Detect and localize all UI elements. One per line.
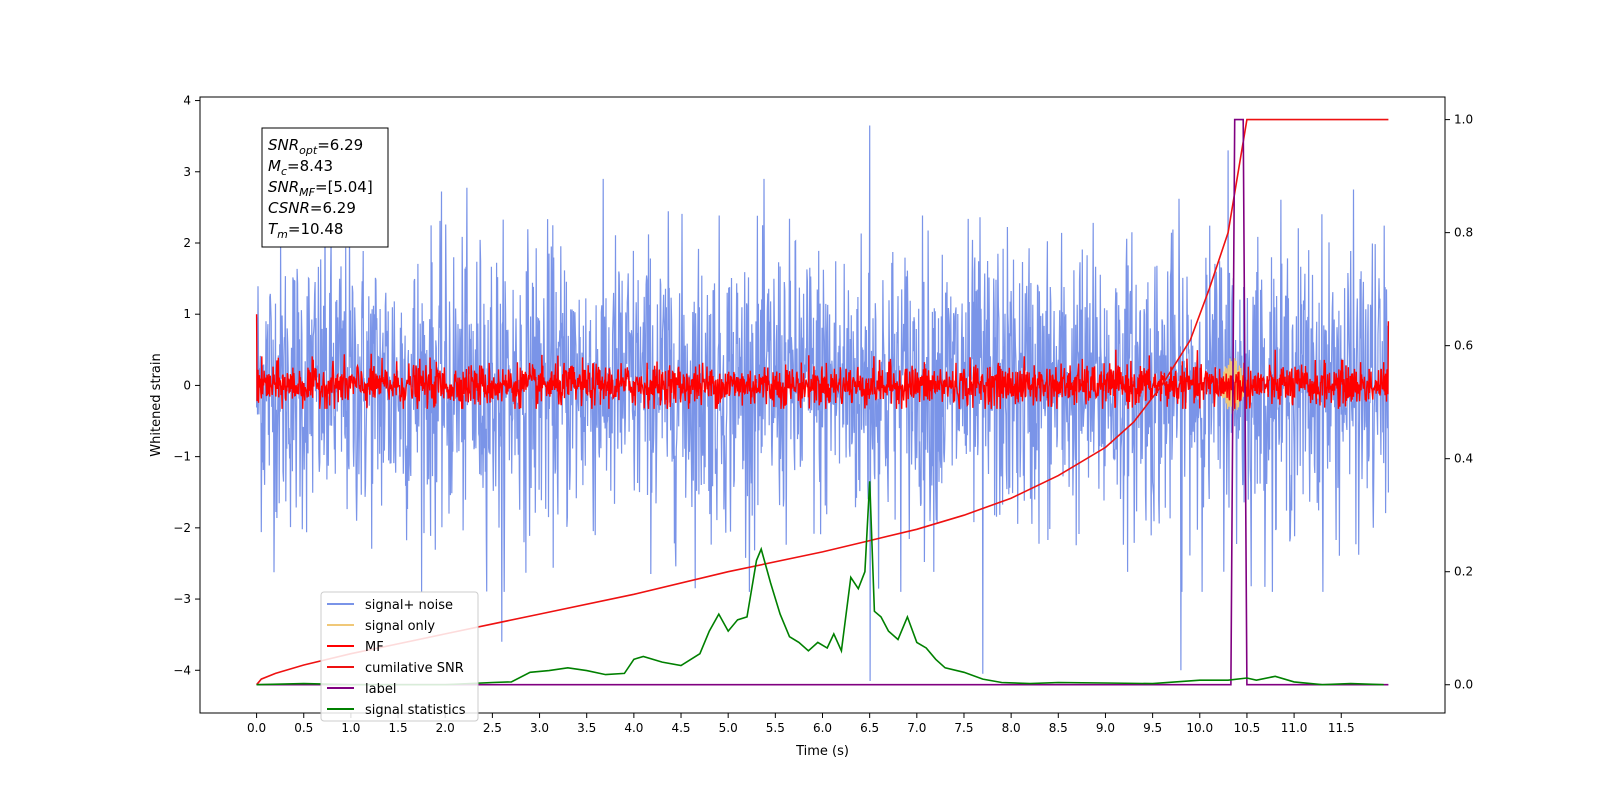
x-tick-label: 1.5 xyxy=(389,721,408,735)
annotation-line: Tm=10.48 xyxy=(268,220,343,241)
x-tick-label: 0.0 xyxy=(247,721,266,735)
x-tick-label: 10.0 xyxy=(1186,721,1213,735)
y2-tick-label: 0.4 xyxy=(1454,452,1473,466)
annotation-line: SNRMF=[5.04] xyxy=(268,178,373,199)
series-mf-line xyxy=(255,314,1390,409)
x-tick-label: 8.0 xyxy=(1002,721,1021,735)
y2-tick-label: 0.6 xyxy=(1454,339,1473,353)
y2-tick-label: 1.0 xyxy=(1454,113,1473,127)
x-tick-label: 10.5 xyxy=(1234,721,1261,735)
x-tick-label: 7.0 xyxy=(907,721,926,735)
x-tick-label: 0.5 xyxy=(294,721,313,735)
y2-tick-label: 0.0 xyxy=(1454,678,1473,692)
legend-entry: signal+ noise xyxy=(365,598,453,613)
y-tick-label: 3 xyxy=(183,165,191,179)
x-tick-label: 4.0 xyxy=(624,721,643,735)
x-tick-label: 3.0 xyxy=(530,721,549,735)
y-tick-label: 4 xyxy=(183,94,191,108)
legend-entry: signal statistics xyxy=(365,703,466,718)
x-tick-label: 2.5 xyxy=(483,721,502,735)
annotation-line: Mc=8.43 xyxy=(268,157,333,178)
annotation-line: CSNR=6.29 xyxy=(268,199,356,217)
x-axis-ticks: 0.0 0.5 1.0 1.5 2.0 2.5 3.0 3.5 4.0 4.5 5.0 5.5 6.0 6… xyxy=(247,713,1355,735)
y-tick-label: 2 xyxy=(183,236,191,250)
x-tick-label: 2.0 xyxy=(436,721,455,735)
x-tick-label: 4.5 xyxy=(671,721,690,735)
series-signal-noise-line xyxy=(256,125,1389,682)
y-tick-label: 0 xyxy=(183,378,191,392)
legend: signal+ noise signal only MF cumilative SNR… xyxy=(320,591,479,722)
y-tick-label: −3 xyxy=(173,592,191,606)
series-signal-statistics-line xyxy=(256,481,1384,686)
y2-axis-ticks: 1.0 0.8 0.6 0.4 0.2 0.0 xyxy=(1445,113,1473,692)
x-tick-label: 5.0 xyxy=(719,721,738,735)
y-axis-ticks: 4 3 2 1 0 −1 −2 −3 −4 xyxy=(173,94,200,677)
x-tick-label: 9.0 xyxy=(1096,721,1115,735)
y2-tick-label: 0.8 xyxy=(1454,226,1473,240)
y-tick-label: −2 xyxy=(173,521,191,535)
legend-frame xyxy=(320,591,479,722)
annotation-line: SNRopt=6.29 xyxy=(268,136,363,157)
x-tick-label: 6.0 xyxy=(813,721,832,735)
legend-entry: cumilative SNR xyxy=(365,661,464,676)
y-tick-label: −4 xyxy=(173,663,191,677)
x-tick-label: 8.5 xyxy=(1049,721,1068,735)
y-axis-label: Whitened strain xyxy=(149,353,164,456)
x-tick-label: 5.5 xyxy=(766,721,785,735)
annotation-box-frame xyxy=(261,127,389,248)
x-tick-label: 3.5 xyxy=(577,721,596,735)
x-axis-label: Time (s) xyxy=(795,744,849,759)
x-tick-label: 6.5 xyxy=(860,721,879,735)
series-label-line xyxy=(256,118,1389,686)
x-tick-label: 1.0 xyxy=(341,721,360,735)
y-tick-label: −1 xyxy=(173,450,191,464)
legend-entry: MF xyxy=(365,640,384,655)
x-tick-label: 9.5 xyxy=(1143,721,1162,735)
legend-entry: label xyxy=(365,682,396,697)
legend-entry: signal only xyxy=(365,619,435,634)
x-tick-label: 11.0 xyxy=(1281,721,1308,735)
x-tick-label: 7.5 xyxy=(954,721,973,735)
y-tick-label: 1 xyxy=(183,307,191,321)
x-tick-label: 11.5 xyxy=(1328,721,1355,735)
y2-tick-label: 0.2 xyxy=(1454,565,1473,579)
